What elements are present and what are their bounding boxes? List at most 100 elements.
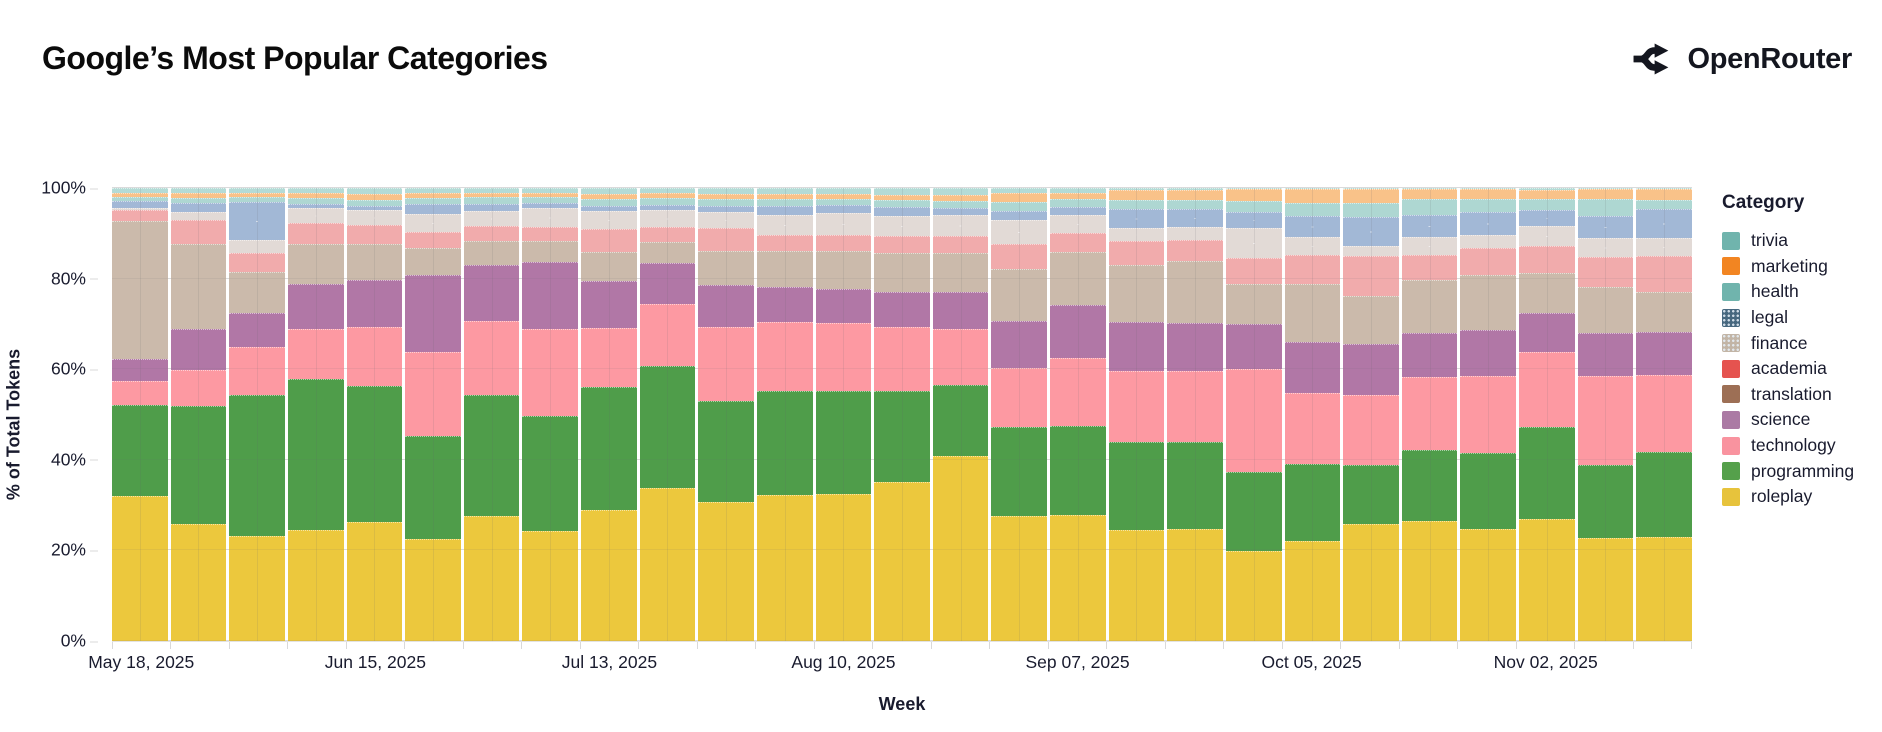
segment-science[interactable] <box>170 329 227 370</box>
segment-roleplay[interactable] <box>1050 514 1106 641</box>
segment-marketing[interactable] <box>1460 189 1516 200</box>
segment-health[interactable] <box>698 198 754 206</box>
segment-science[interactable] <box>229 313 285 348</box>
segment-science[interactable] <box>1519 312 1575 353</box>
bar-week[interactable] <box>698 188 754 641</box>
segment-technology[interactable] <box>522 328 578 417</box>
segment-trivia[interactable] <box>932 188 989 195</box>
segment-translation[interactable] <box>522 240 578 263</box>
segment-translation[interactable] <box>405 247 461 275</box>
segment-health[interactable] <box>287 198 344 204</box>
segment-translation[interactable] <box>1167 261 1223 323</box>
segment-trivia[interactable] <box>405 188 461 194</box>
segment-legal[interactable] <box>1636 209 1692 238</box>
segment-marketing[interactable] <box>1636 189 1692 201</box>
segment-academia[interactable] <box>1577 256 1634 288</box>
segment-translation[interactable] <box>1050 252 1106 306</box>
segment-technology[interactable] <box>991 368 1047 427</box>
segment-finance[interactable] <box>463 210 520 227</box>
segment-academia[interactable] <box>170 220 227 244</box>
segment-marketing[interactable] <box>581 193 637 199</box>
segment-programming[interactable] <box>581 387 637 510</box>
segment-marketing[interactable] <box>405 193 461 199</box>
segment-technology[interactable] <box>698 326 754 401</box>
segment-programming[interactable] <box>170 405 227 525</box>
bar-week[interactable] <box>405 188 461 641</box>
segment-science[interactable] <box>1108 322 1165 372</box>
segment-translation[interactable] <box>932 253 989 293</box>
segment-academia[interactable] <box>287 222 344 244</box>
segment-translation[interactable] <box>1401 280 1458 333</box>
segment-health[interactable] <box>1577 198 1634 216</box>
segment-programming[interactable] <box>1284 463 1341 541</box>
segment-finance[interactable] <box>405 213 461 232</box>
segment-marketing[interactable] <box>698 193 754 199</box>
segment-legal[interactable] <box>1225 212 1282 228</box>
segment-finance[interactable] <box>991 220 1047 244</box>
segment-health[interactable] <box>1343 202 1399 218</box>
bar-week[interactable] <box>229 188 285 641</box>
segment-science[interactable] <box>287 284 344 330</box>
segment-science[interactable] <box>1343 343 1399 396</box>
segment-translation[interactable] <box>815 251 872 289</box>
segment-programming[interactable] <box>1108 441 1165 531</box>
segment-finance[interactable] <box>1225 227 1282 259</box>
segment-technology[interactable] <box>1577 376 1634 466</box>
segment-academia[interactable] <box>1108 240 1165 266</box>
segment-health[interactable] <box>874 200 930 208</box>
segment-legal[interactable] <box>405 203 461 214</box>
segment-science[interactable] <box>932 292 989 330</box>
segment-marketing[interactable] <box>287 193 344 199</box>
segment-technology[interactable] <box>932 329 989 386</box>
segment-technology[interactable] <box>815 323 872 391</box>
segment-programming[interactable] <box>991 426 1047 516</box>
segment-academia[interactable] <box>1284 255 1341 284</box>
bar-week[interactable] <box>1108 188 1165 641</box>
segment-marketing[interactable] <box>1167 189 1223 200</box>
segment-roleplay[interactable] <box>639 488 696 641</box>
segment-finance[interactable] <box>170 211 227 221</box>
bar-week[interactable] <box>815 188 872 641</box>
segment-legal[interactable] <box>698 205 754 212</box>
segment-legal[interactable] <box>1401 215 1458 238</box>
segment-programming[interactable] <box>1401 450 1458 521</box>
segment-marketing[interactable] <box>1577 188 1634 199</box>
segment-science[interactable] <box>1460 329 1516 377</box>
segment-technology[interactable] <box>1167 370 1223 443</box>
segment-science[interactable] <box>1225 324 1282 369</box>
segment-technology[interactable] <box>1636 375 1692 453</box>
bar-week[interactable] <box>522 188 578 641</box>
segment-finance[interactable] <box>874 215 930 237</box>
segment-translation[interactable] <box>1636 291 1692 333</box>
segment-finance[interactable] <box>1284 236 1341 256</box>
segment-health[interactable] <box>932 200 989 208</box>
segment-finance[interactable] <box>1636 237 1692 257</box>
segment-marketing[interactable] <box>815 193 872 199</box>
segment-academia[interactable] <box>991 243 1047 270</box>
segment-technology[interactable] <box>639 303 696 366</box>
segment-academia[interactable] <box>112 209 168 222</box>
segment-marketing[interactable] <box>639 193 696 199</box>
segment-science[interactable] <box>991 321 1047 369</box>
segment-trivia[interactable] <box>639 188 696 194</box>
segment-programming[interactable] <box>1167 442 1223 530</box>
segment-trivia[interactable] <box>1636 188 1692 190</box>
bar-week[interactable] <box>1050 188 1106 641</box>
segment-translation[interactable] <box>1577 287 1634 333</box>
segment-technology[interactable] <box>463 321 520 396</box>
segment-technology[interactable] <box>1284 393 1341 464</box>
segment-translation[interactable] <box>991 269 1047 322</box>
segment-legal[interactable] <box>1284 216 1341 237</box>
segment-health[interactable] <box>405 198 461 204</box>
segment-trivia[interactable] <box>463 188 520 193</box>
segment-marketing[interactable] <box>346 194 403 200</box>
segment-technology[interactable] <box>1108 371 1165 442</box>
bar-week[interactable] <box>756 188 813 641</box>
segment-roleplay[interactable] <box>581 509 637 641</box>
segment-programming[interactable] <box>287 378 344 530</box>
segment-technology[interactable] <box>1401 377 1458 451</box>
segment-legal[interactable] <box>229 201 285 240</box>
segment-translation[interactable] <box>287 243 344 285</box>
segment-science[interactable] <box>581 281 637 328</box>
segment-programming[interactable] <box>1343 465 1399 524</box>
